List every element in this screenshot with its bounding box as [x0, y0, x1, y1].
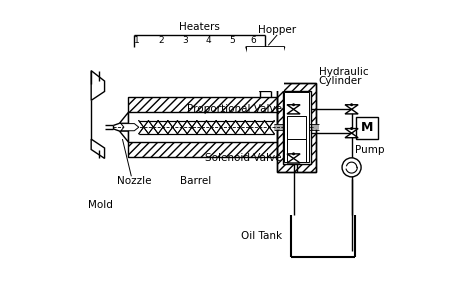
- Text: M: M: [361, 121, 374, 135]
- Text: 2: 2: [158, 36, 164, 45]
- Text: 4: 4: [206, 36, 211, 45]
- Polygon shape: [119, 112, 128, 123]
- Text: Cylinder: Cylinder: [319, 76, 362, 86]
- Bar: [356, 117, 378, 139]
- Polygon shape: [119, 112, 128, 123]
- Circle shape: [293, 153, 294, 155]
- Polygon shape: [121, 123, 139, 131]
- Text: Oil Tank: Oil Tank: [240, 231, 282, 241]
- Text: 3: 3: [182, 36, 188, 45]
- Text: Mold: Mold: [88, 200, 112, 210]
- Bar: [277, 83, 316, 172]
- Text: Hopper: Hopper: [258, 25, 296, 35]
- Text: Hydraulic: Hydraulic: [319, 67, 368, 77]
- Bar: [284, 92, 309, 162]
- Polygon shape: [345, 109, 358, 114]
- Polygon shape: [91, 139, 105, 158]
- Bar: [277, 83, 316, 172]
- Polygon shape: [345, 129, 358, 133]
- Bar: [287, 139, 306, 162]
- Bar: [128, 97, 277, 112]
- Polygon shape: [287, 105, 300, 109]
- Text: Pump: Pump: [355, 145, 384, 155]
- Bar: [246, 48, 284, 91]
- Bar: [287, 116, 306, 139]
- Text: Proportional Valve: Proportional Valve: [187, 104, 282, 114]
- Circle shape: [351, 128, 352, 129]
- Polygon shape: [287, 154, 300, 158]
- Bar: [139, 120, 274, 134]
- Text: 1: 1: [135, 36, 140, 45]
- Polygon shape: [287, 109, 300, 114]
- Polygon shape: [119, 131, 128, 142]
- Polygon shape: [91, 71, 105, 100]
- Bar: [128, 97, 277, 157]
- Text: Nozzle: Nozzle: [117, 176, 152, 186]
- Polygon shape: [246, 47, 284, 91]
- Circle shape: [293, 104, 294, 106]
- Polygon shape: [287, 158, 300, 163]
- Text: 5: 5: [230, 36, 236, 45]
- Polygon shape: [345, 133, 358, 138]
- Polygon shape: [119, 131, 128, 142]
- Bar: [283, 91, 310, 164]
- Text: Heaters: Heaters: [179, 22, 220, 32]
- Polygon shape: [345, 105, 358, 109]
- Circle shape: [342, 158, 361, 177]
- Text: Barrel: Barrel: [180, 176, 211, 186]
- Circle shape: [351, 104, 352, 106]
- Text: Solenoid Valve: Solenoid Valve: [205, 153, 282, 164]
- Bar: [128, 142, 277, 157]
- Text: 6: 6: [250, 36, 256, 45]
